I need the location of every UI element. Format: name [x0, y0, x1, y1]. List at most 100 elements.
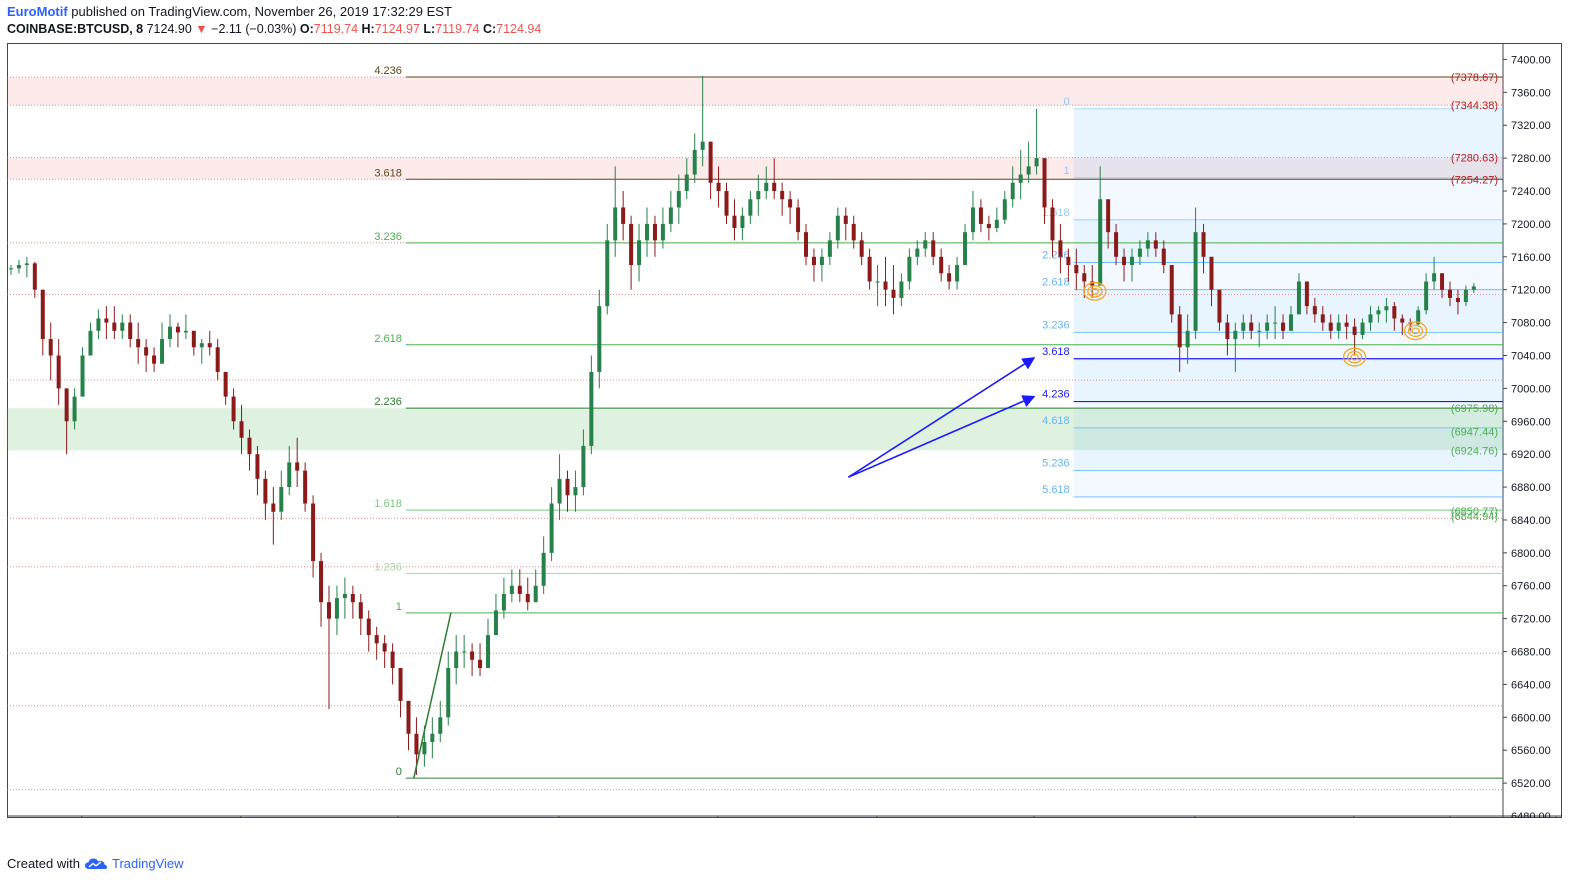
candle-body	[1217, 289, 1222, 323]
candle-body	[1074, 265, 1079, 274]
candle-body	[231, 396, 236, 422]
fib-ext-label: 5.618	[1042, 484, 1070, 496]
candle-body	[1177, 314, 1182, 348]
candle-body	[239, 421, 244, 438]
candle-body	[732, 215, 737, 229]
candle-body	[167, 326, 172, 340]
y-tick-label: 7080.00	[1511, 318, 1551, 330]
candle-body	[1368, 314, 1373, 323]
symbol-name: COINBASE:BTCUSD, 8	[7, 22, 144, 36]
candle-body	[629, 223, 634, 266]
target-circle-icon	[1083, 281, 1107, 301]
fib-level-label: 2.236	[374, 396, 402, 408]
annotation-arrow	[848, 395, 1036, 478]
candle-body	[1471, 286, 1476, 290]
candle-body	[207, 343, 212, 348]
candle-body	[1281, 322, 1286, 331]
candle-body	[1010, 182, 1015, 200]
candle-body	[485, 635, 490, 668]
created-with-text: Created with	[7, 856, 80, 871]
candle-body	[303, 470, 308, 504]
candle-body	[780, 191, 785, 200]
fib-band	[1073, 401, 1503, 428]
candle-body	[295, 462, 300, 471]
candle-body	[366, 618, 371, 636]
target-circle-icon	[1090, 287, 1100, 295]
candle-body	[589, 371, 594, 446]
y-tick-label: 7160.00	[1511, 252, 1551, 264]
fib-band	[1073, 177, 1503, 220]
candle-body	[859, 240, 864, 257]
candle-body	[358, 602, 363, 619]
candle-body	[1225, 322, 1230, 340]
candle-body	[56, 355, 61, 389]
candle-body	[430, 733, 435, 742]
candle-body	[72, 396, 77, 422]
candle-body	[279, 487, 284, 512]
candle-body	[96, 318, 101, 331]
candle-body	[1400, 318, 1405, 323]
candle-body	[708, 141, 713, 183]
candle-body	[1320, 314, 1325, 323]
candle-body	[1082, 273, 1087, 282]
author-link[interactable]: EuroMotif	[7, 4, 68, 19]
chart-area[interactable]: 4.236 3.618 3.236 2.618 2.236 1.618 1.236 1 0 0 1 1…	[7, 43, 1570, 835]
y-tick-label: 7000.00	[1511, 383, 1551, 395]
target-circle-icon	[1407, 324, 1424, 338]
candle-body	[867, 256, 872, 282]
candle-body	[311, 503, 316, 562]
annotation-arrow	[847, 357, 1036, 478]
candle-body	[621, 207, 626, 224]
candle-body	[422, 741, 427, 755]
candle-body	[32, 263, 37, 290]
open-label: O:	[299, 22, 314, 36]
fib-ext-label: 3.618	[1042, 346, 1070, 358]
candle-body	[342, 593, 347, 599]
fib-ext-label: 1.618	[1042, 207, 1070, 219]
candle-body	[390, 651, 395, 668]
candle-body	[1312, 306, 1317, 315]
candle-body	[263, 478, 268, 504]
candle-body	[541, 552, 546, 586]
y-tick-label: 6800.00	[1511, 548, 1551, 560]
candle-body	[549, 503, 554, 553]
candle-body	[319, 561, 324, 603]
candle-body	[1137, 248, 1142, 257]
candle-body	[88, 330, 93, 356]
candle-body	[788, 199, 793, 208]
target-circle-icon	[1087, 285, 1103, 298]
candle-body	[1209, 256, 1214, 290]
candle-body	[756, 191, 761, 200]
candle-body	[1058, 240, 1063, 257]
y-tick-label: 7280.00	[1511, 153, 1551, 165]
candlestick-chart[interactable]: 4.236 3.618 3.236 2.618 2.236 1.618 1.236 1 0 0 1 1…	[7, 43, 1570, 835]
candle-body	[994, 219, 999, 229]
candle-body	[271, 503, 276, 512]
low-label: L:	[423, 22, 436, 36]
fib-ext-label: 4.618	[1042, 415, 1070, 427]
candle-body	[8, 268, 13, 270]
candle-body	[1288, 314, 1293, 331]
candle-body	[462, 651, 467, 653]
tradingview-link[interactable]: TradingView	[111, 856, 184, 871]
candle-body	[645, 223, 650, 241]
open-value: 7119.74	[313, 22, 359, 36]
fib-trend-line	[413, 612, 452, 779]
candle-body	[334, 598, 339, 619]
fib-level-label: 3.618	[374, 167, 402, 179]
tradingview-cloud-icon[interactable]	[84, 857, 108, 871]
publish-info: EuroMotif published on TradingView.com, …	[7, 4, 452, 19]
y-tick-label: 6840.00	[1511, 515, 1551, 527]
last-price: 7124.90	[146, 22, 192, 36]
candle-body	[1265, 322, 1270, 331]
candle-body	[947, 273, 952, 282]
y-tick-label: 6480.00	[1511, 811, 1551, 818]
chart-frame	[7, 43, 1562, 818]
candle-body	[1002, 199, 1007, 220]
down-arrow-icon: ▼	[195, 22, 208, 36]
fib-ext-label: 3.236	[1042, 319, 1070, 331]
candle-body	[183, 330, 188, 333]
candle-body	[1034, 158, 1039, 167]
footer: Created with TradingView	[7, 856, 184, 871]
candle-body	[939, 256, 944, 274]
